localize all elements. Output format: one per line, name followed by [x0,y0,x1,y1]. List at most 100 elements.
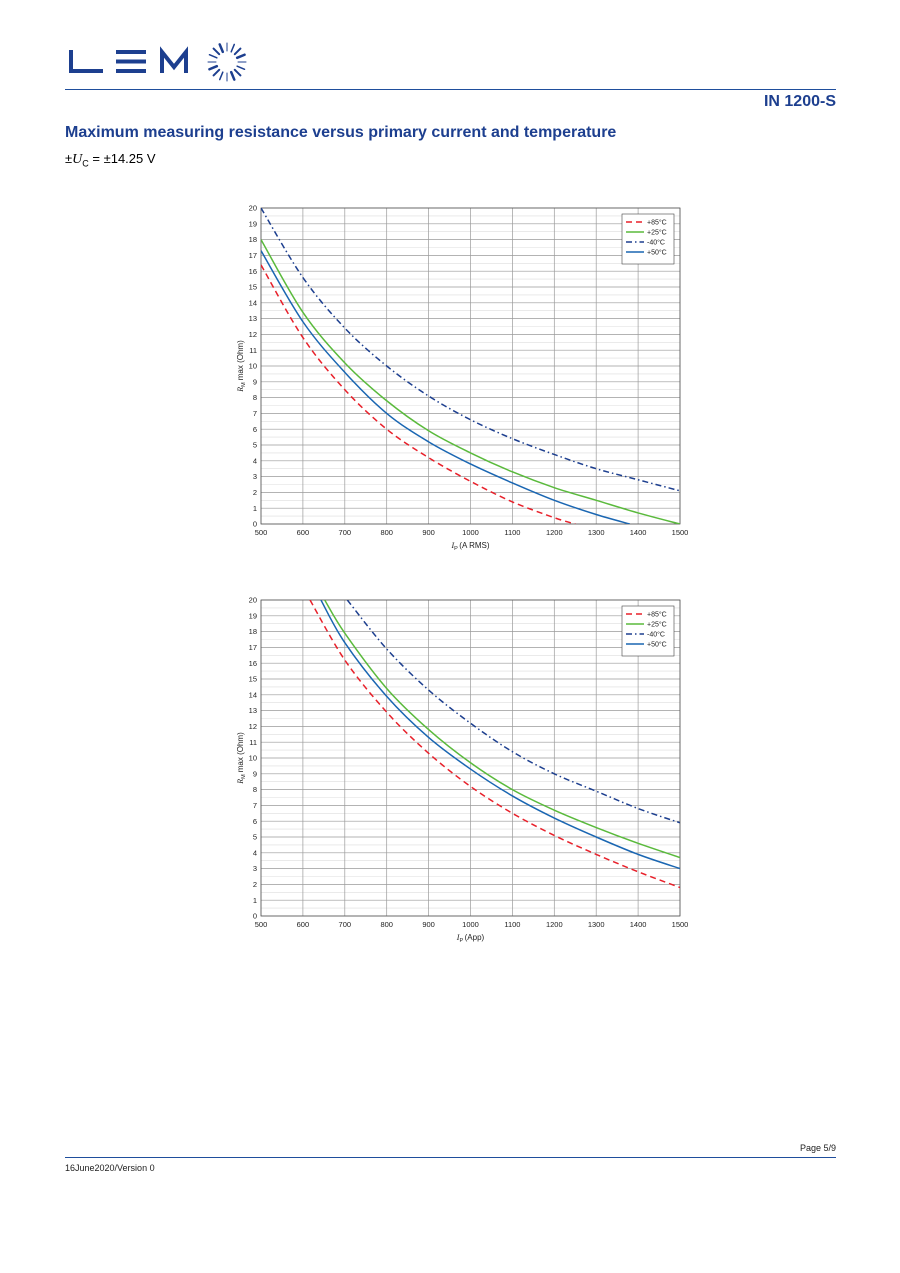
y-axis-label: RMmax (Ohm) [236,732,247,785]
supply-voltage-condition: ±UC = ±14.25 V [65,151,156,169]
y-tick-label: 10 [249,362,257,371]
product-name: IN 1200-S [763,93,836,110]
sun-ray [208,53,218,59]
sun-ray [235,53,246,60]
y-tick-label: 13 [249,706,257,715]
sun-ray [218,43,225,54]
series-line [261,264,576,524]
x-tick-label: 1500 [672,528,689,537]
x-tick-label: 1100 [504,528,520,537]
y-tick-label: 1 [253,504,257,513]
x-tick-label: 1200 [546,920,563,929]
series-line [261,239,680,524]
legend-label: +85°C [647,219,667,227]
sun-ray [230,43,236,53]
y-tick-label: 7 [253,409,257,418]
y-tick-label: 14 [249,298,257,307]
condition-subscript: C [82,158,89,169]
x-tick-label: 800 [380,528,393,537]
legend-box [621,605,675,657]
x-tick-label: 1300 [588,920,605,929]
x-tick-label: 1100 [504,920,520,929]
y-tick-label: 6 [253,817,257,826]
section-title: Maximum measuring resistance versus prim… [65,124,617,141]
y-tick-label: 6 [253,425,257,434]
x-tick-label: 500 [255,528,268,537]
legend-label: -40°C [647,631,665,639]
sun-ray [229,70,236,81]
lem-logo [68,40,250,86]
y-tick-label: 20 [249,204,257,213]
sun-ray [218,71,224,81]
x-tick-label: 1400 [630,920,647,929]
x-tick-label: 900 [422,528,435,537]
condition-prefix: ± [65,151,73,166]
y-tick-label: 8 [253,393,257,402]
y-tick-label: 9 [253,377,257,386]
x-tick-label: 500 [255,920,268,929]
y-tick-label: 0 [253,520,257,529]
y-tick-label: 8 [253,785,257,794]
footer-divider [65,1157,836,1158]
plot-frame [260,207,681,525]
document-version: 16June2020/Version 0 [65,1163,155,1173]
chart-rms-svg: 500 600 700 800 900 1000 1100 1200 1300 1400 1500 0… [236,204,689,552]
series-line [320,600,680,870]
series-line [324,600,680,859]
y-tick-label: 11 [249,738,257,747]
x-tick-label: 1000 [462,528,479,537]
plot-frame [260,599,681,917]
y-tick-label: 18 [249,627,257,636]
x-tick-label: 1500 [672,920,689,929]
x-axis-label: IP (A RMS) [450,541,489,552]
y-tick-label: 19 [249,219,257,228]
y-tick-label: 11 [249,346,257,355]
legend-label: -40°C [647,239,665,247]
sun-ray [208,64,219,71]
y-tick-label: 4 [253,456,257,465]
condition-symbol: U [72,152,83,167]
x-tick-label: 900 [422,920,435,929]
sun-ray [233,68,242,77]
y-tick-label: 18 [249,235,257,244]
x-tick-label: 1400 [630,528,647,537]
legend-label: +85°C [647,611,667,619]
y-tick-label: 12 [249,330,257,339]
series-line [309,600,680,889]
y-tick-label: 15 [249,675,257,684]
y-tick-label: 12 [249,722,257,731]
y-tick-label: 17 [249,251,257,260]
y-tick-label: 16 [249,267,257,276]
y-tick-label: 0 [253,912,257,921]
y-tick-label: 9 [253,769,257,778]
x-tick-label: 1200 [546,528,563,537]
y-tick-label: 7 [253,801,257,810]
header-divider [65,89,836,90]
y-tick-label: 3 [253,864,257,873]
sun-ray [212,47,221,56]
x-tick-label: 1300 [588,528,605,537]
y-tick-label: 16 [249,659,257,668]
y-tick-label: 14 [249,690,257,699]
y-tick-label: 15 [249,283,257,292]
page-number: Page 5/9 [799,1143,836,1153]
legend-label: +50°C [647,641,667,649]
series-line [261,250,630,524]
x-tick-label: 800 [380,920,393,929]
x-tick-label: 600 [297,528,310,537]
legend-label: +25°C [647,229,667,237]
y-tick-label: 3 [253,472,257,481]
y-tick-label: 1 [253,896,257,905]
y-tick-label: 5 [253,441,257,450]
sun-ray [236,65,246,71]
y-tick-label: 10 [249,754,257,763]
lem-logo-graphic [69,42,247,82]
x-tick-label: 700 [339,920,352,929]
legend-label: +25°C [647,621,667,629]
y-tick-label: 20 [249,596,257,605]
y-axis-label: RMmax (Ohm) [236,340,247,393]
series-line [261,208,680,492]
condition-value: = ±14.25 V [88,151,156,166]
y-tick-label: 2 [253,880,257,889]
sun-ray [233,47,242,56]
